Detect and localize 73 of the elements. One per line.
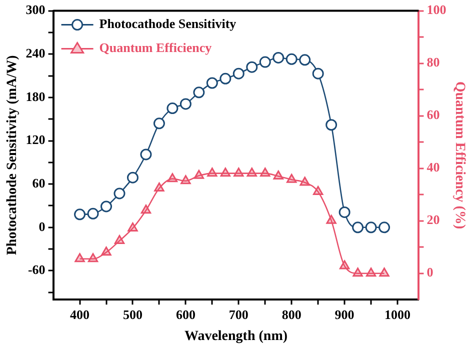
point [379, 268, 390, 277]
point [246, 61, 258, 73]
point [366, 268, 376, 277]
y2-tick-label: 20 [426, 212, 440, 228]
point [74, 253, 85, 262]
point [220, 72, 232, 84]
point [352, 222, 364, 234]
x-tick-label: 800 [282, 306, 302, 322]
y-tick-label: -60 [28, 262, 46, 278]
x-tick-label: 500 [122, 306, 142, 322]
point [313, 186, 324, 195]
y2-tick-label: 40 [426, 160, 440, 175]
x-axis-title: Wavelength (nm) [184, 329, 288, 344]
point [193, 86, 205, 98]
x-tick-label: 900 [334, 306, 354, 322]
point [194, 170, 204, 179]
y-tick-label: 180 [26, 88, 46, 104]
y-tick-label: 0 [38, 218, 46, 234]
point [166, 102, 178, 114]
point [87, 208, 99, 220]
point [234, 168, 244, 177]
point [180, 98, 192, 110]
point [154, 182, 164, 192]
legend-label: Quantum Efficiency [99, 40, 212, 56]
y-axis-title: Photocathode Sensitivity (mA/W) [5, 54, 20, 256]
point [207, 168, 218, 177]
point [246, 168, 257, 177]
point [300, 176, 310, 186]
x-tick-label: 1000 [384, 306, 411, 322]
x-tick-label: 600 [176, 306, 196, 322]
legend-label: Photocathode Sensitivity [99, 16, 237, 32]
point [260, 168, 270, 177]
point [378, 222, 390, 234]
point [206, 77, 218, 89]
y2-tick-label: 60 [426, 107, 440, 122]
point [167, 173, 178, 182]
y-tick-label: 120 [26, 132, 46, 148]
y2-tick-label: 0 [426, 264, 434, 280]
point [365, 222, 377, 234]
point [299, 54, 311, 66]
point [272, 52, 284, 64]
point [100, 200, 112, 212]
y2-tick-label: 100 [426, 2, 446, 18]
point [352, 268, 363, 277]
point [339, 260, 350, 270]
point [220, 168, 230, 177]
point [101, 246, 112, 256]
x-tick-label: 700 [228, 306, 248, 322]
point [114, 188, 126, 200]
point [326, 214, 336, 224]
point [153, 118, 165, 130]
point [126, 172, 138, 184]
point [140, 204, 152, 214]
y2-axis-title: Quantum Efficiency (%) [452, 81, 467, 230]
point [88, 253, 98, 262]
point [74, 208, 86, 220]
point [338, 206, 350, 218]
point [128, 222, 138, 232]
point [232, 68, 244, 80]
y-tick-label: 300 [26, 2, 46, 18]
point [312, 68, 324, 80]
point [259, 56, 271, 68]
point [140, 148, 152, 160]
point [326, 119, 338, 131]
y2-tick-label: 80 [426, 54, 440, 70]
point [114, 235, 125, 244]
x-tick-label: 400 [70, 306, 90, 322]
point [286, 174, 297, 183]
point [180, 175, 191, 184]
point [273, 170, 284, 180]
y-tick-label: 60 [32, 175, 46, 190]
y-tick-label: 240 [26, 45, 46, 60]
point [286, 53, 298, 65]
